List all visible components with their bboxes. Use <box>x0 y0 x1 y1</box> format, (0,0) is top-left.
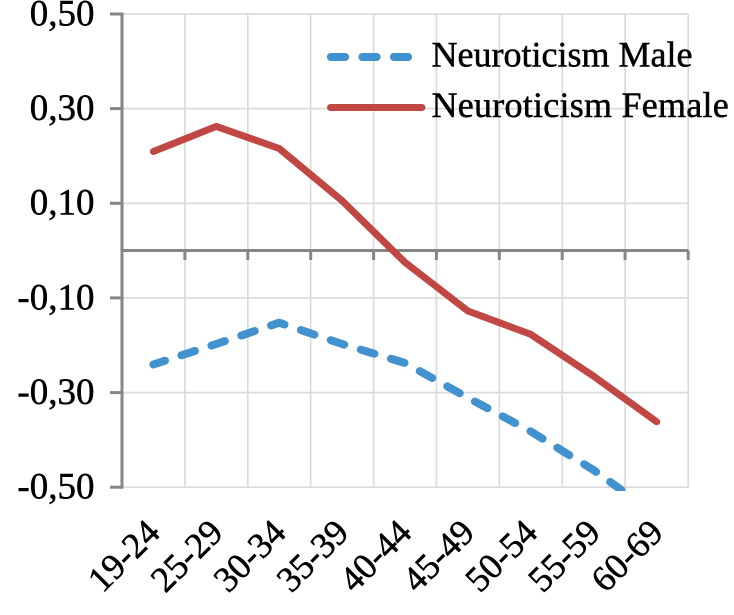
svg-text:30-34: 30-34 <box>206 512 294 600</box>
svg-text:60-69: 60-69 <box>583 512 671 600</box>
svg-text:40-44: 40-44 <box>331 512 419 600</box>
svg-text:0,30: 0,30 <box>30 88 95 129</box>
svg-text:50-54: 50-54 <box>457 512 545 600</box>
svg-text:Neuroticism Male: Neuroticism Male <box>432 35 693 75</box>
svg-text:0,10: 0,10 <box>30 183 95 224</box>
svg-text:55-59: 55-59 <box>520 512 608 600</box>
svg-text:35-39: 35-39 <box>269 512 357 600</box>
svg-text:-0,10: -0,10 <box>17 277 94 318</box>
svg-text:0,50: 0,50 <box>30 0 95 34</box>
svg-text:45-49: 45-49 <box>394 512 482 600</box>
svg-text:19-24: 19-24 <box>80 512 168 600</box>
svg-text:-0,50: -0,50 <box>17 467 94 508</box>
svg-text:-0,30: -0,30 <box>17 372 94 413</box>
svg-text:25-29: 25-29 <box>143 512 231 600</box>
svg-text:Neuroticism Female: Neuroticism Female <box>432 85 729 125</box>
